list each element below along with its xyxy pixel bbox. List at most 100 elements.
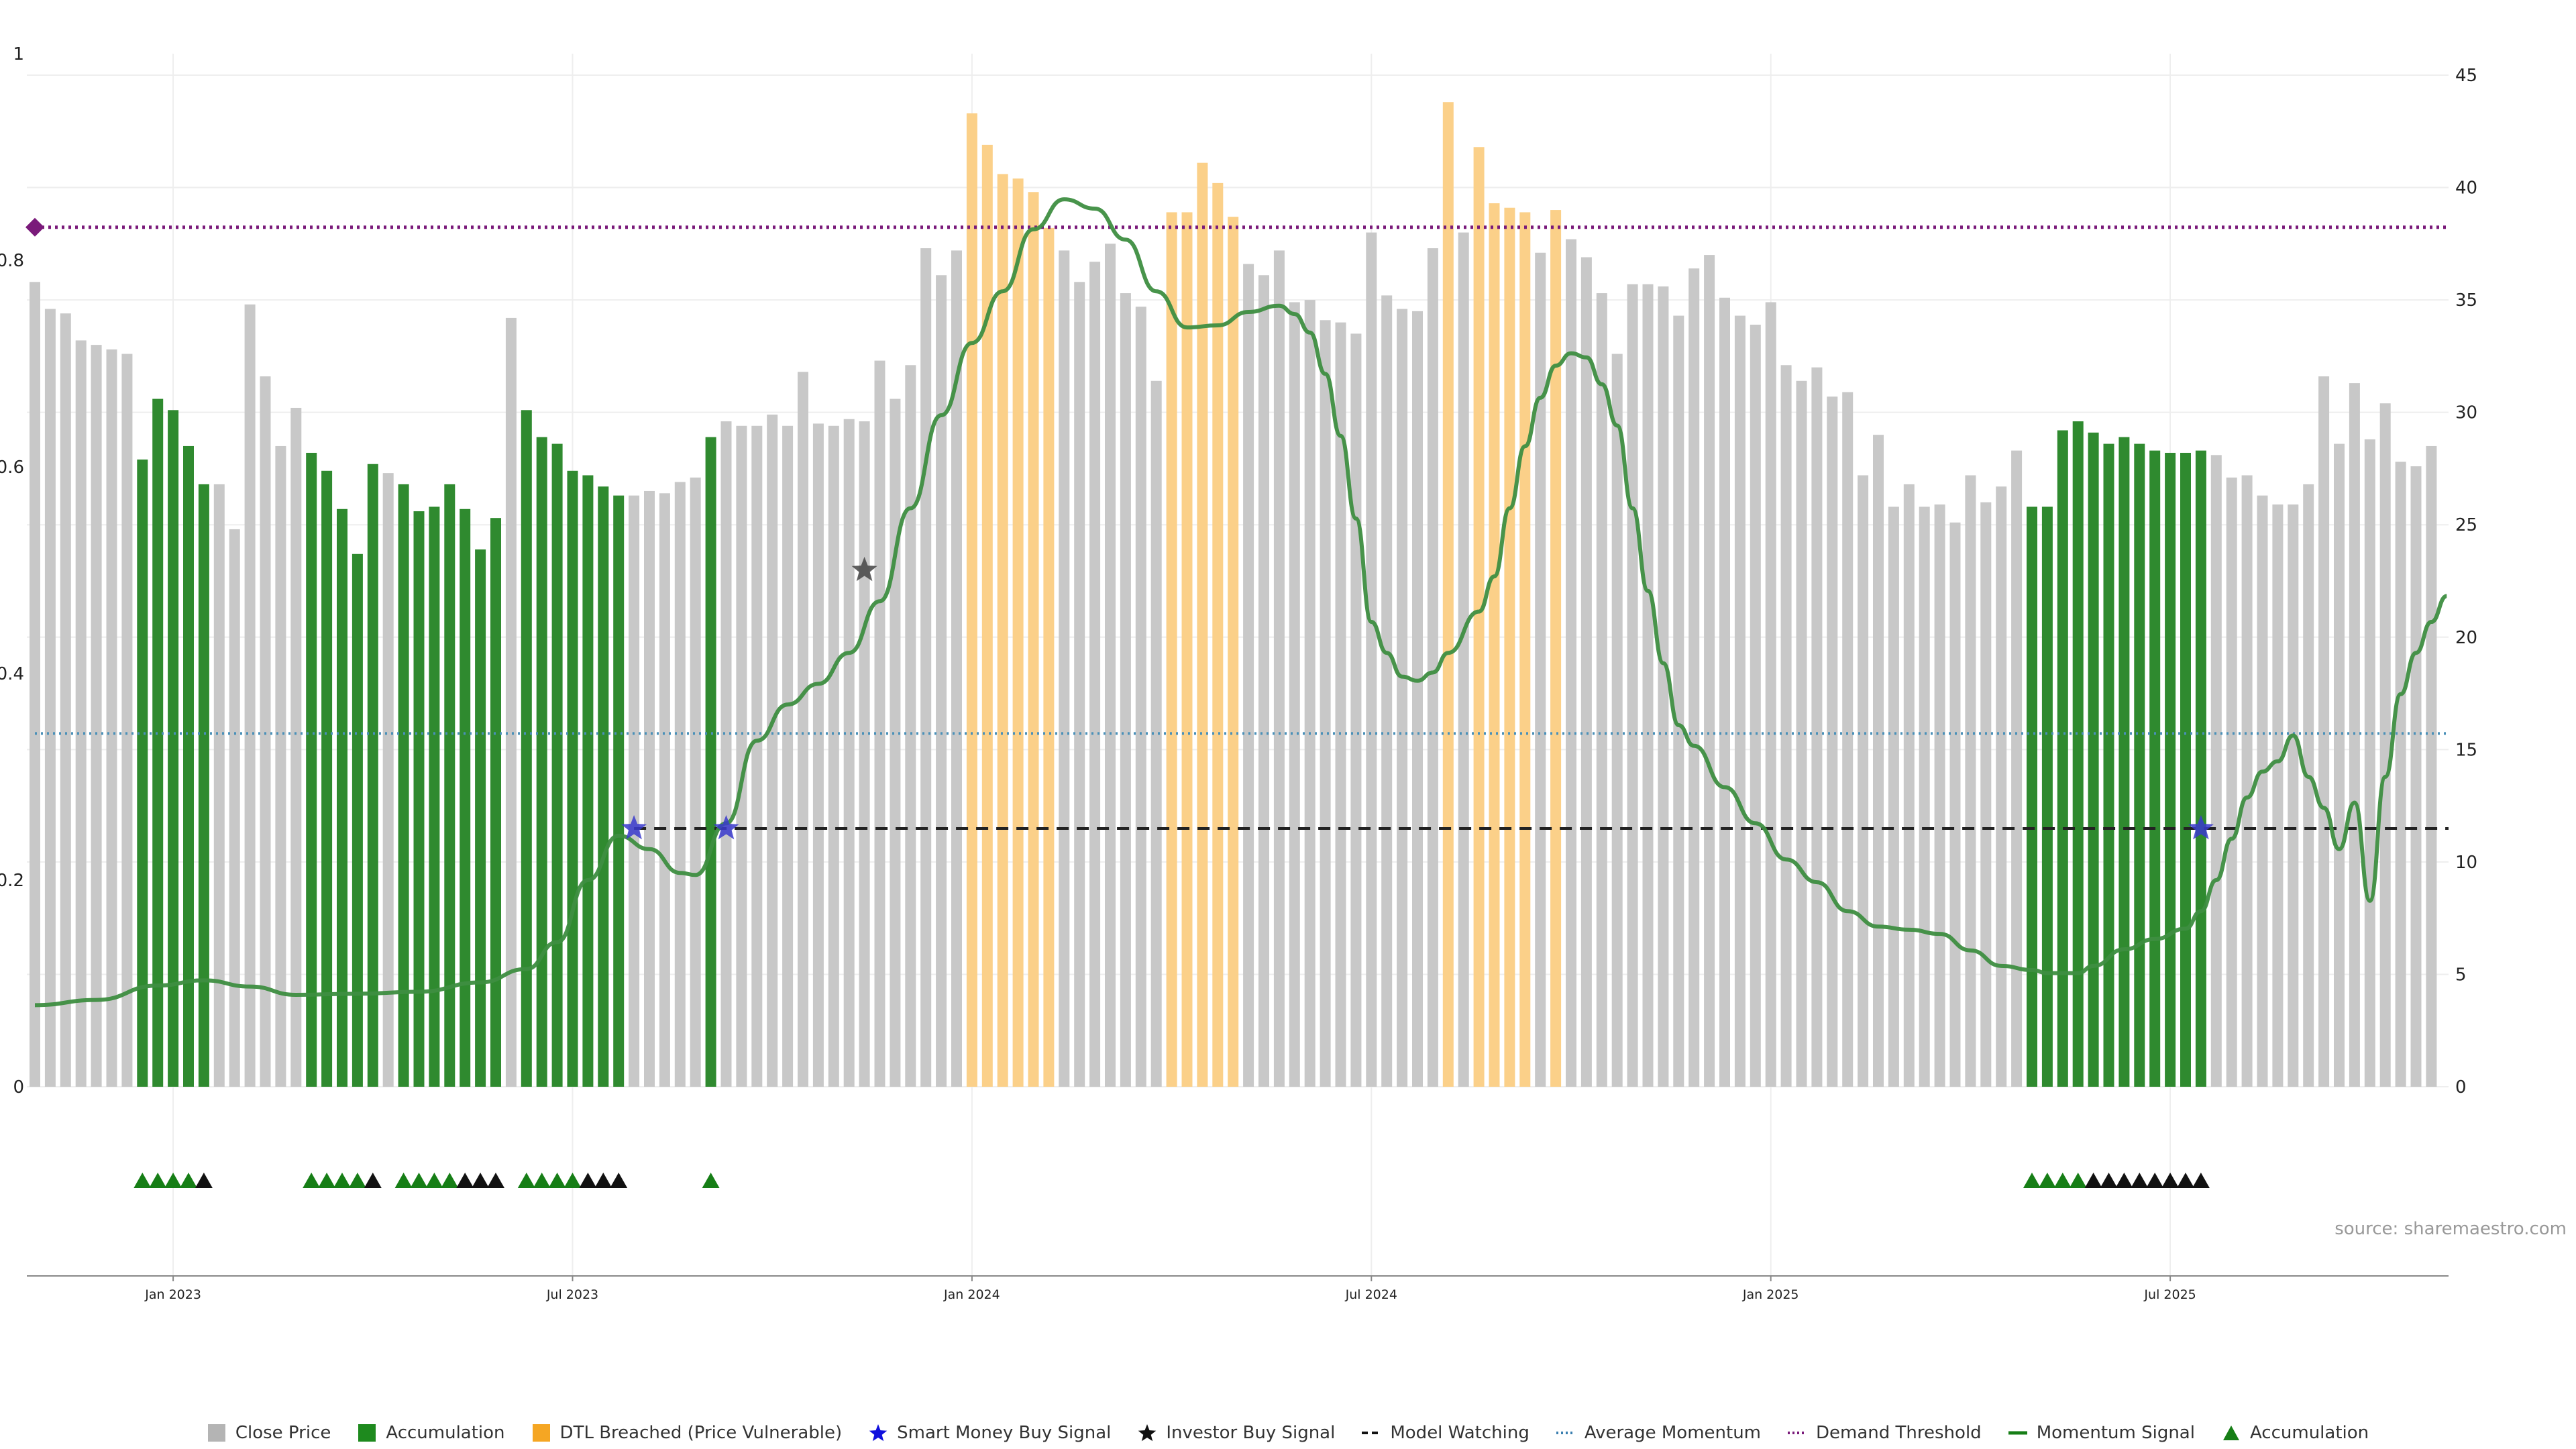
bar-close (106, 349, 117, 1087)
left-tick-label: 0.8 (0, 251, 24, 271)
bar-close (1996, 486, 2007, 1087)
bar-accumulation (2072, 421, 2084, 1087)
accumulation-marker (610, 1173, 628, 1188)
right-tick-label: 20 (2455, 628, 2477, 648)
bar-dtl (1228, 217, 1239, 1087)
accumulation-marker (195, 1173, 213, 1188)
bar-dtl (1519, 212, 1531, 1087)
bar-close (260, 376, 271, 1087)
legend-item: Average Momentum (1556, 1424, 1761, 1442)
bar-close (674, 482, 686, 1087)
legend-square-icon (207, 1424, 225, 1442)
bar-close (1412, 311, 1423, 1087)
bar-close (1673, 315, 1684, 1087)
bar-close (1089, 262, 1101, 1087)
bar-accumulation (444, 484, 455, 1087)
bar-close (244, 304, 256, 1087)
right-tick-label: 25 (2455, 515, 2477, 535)
bar-close (2257, 495, 2268, 1087)
bar-close (736, 425, 747, 1087)
bar-dtl (1442, 102, 1454, 1087)
bar-close (2379, 403, 2391, 1087)
legend-label: Accumulation (2249, 1423, 2369, 1443)
source-label: source: sharemaestro.com (2334, 1219, 2567, 1239)
bar-dtl (966, 113, 977, 1087)
bar-close (1980, 502, 1992, 1087)
x-tick-label: Jul 2023 (546, 1287, 598, 1302)
legend-item: Demand Threshold (1788, 1424, 1982, 1442)
bar-accumulation (367, 464, 378, 1087)
legend-label: Accumulation (386, 1423, 505, 1443)
bar-dtl (1012, 178, 1024, 1087)
legend-dash-icon (1362, 1432, 1381, 1434)
price-bars (30, 102, 2437, 1087)
bar-close (75, 340, 87, 1087)
x-tick-label: Jul 2025 (2143, 1287, 2196, 1302)
accumulation-marker (2100, 1173, 2118, 1188)
bar-accumulation (321, 470, 333, 1087)
bar-close (1611, 354, 1623, 1087)
bar-close (290, 407, 302, 1087)
bar-close (1381, 295, 1393, 1087)
bar-accumulation (198, 484, 209, 1087)
bar-accumulation (2103, 443, 2114, 1087)
bar-dtl (1043, 227, 1055, 1087)
bar-close (751, 425, 763, 1087)
legend-label: Smart Money Buy Signal (897, 1423, 1112, 1443)
accumulation-marker (579, 1173, 597, 1188)
signal-markers (133, 557, 2214, 1188)
legend-label: DTL Breached (Price Vulnerable) (559, 1423, 843, 1443)
bar-dtl (1473, 147, 1485, 1087)
bar-dtl (1489, 203, 1500, 1087)
bar-close (1858, 475, 1869, 1087)
bar-accumulation (2149, 450, 2161, 1087)
accumulation-marker (2069, 1173, 2087, 1188)
bar-accumulation (398, 484, 409, 1087)
accumulation-marker (456, 1173, 474, 1188)
bar-close (2426, 445, 2437, 1087)
accumulation-marker (2084, 1173, 2102, 1188)
bar-close (936, 275, 947, 1087)
left-tick-label: 0 (13, 1077, 24, 1097)
bar-close (859, 421, 870, 1087)
bar-accumulation (2088, 432, 2099, 1087)
bar-close (2210, 455, 2222, 1087)
bar-accumulation (337, 508, 347, 1087)
bar-accumulation (168, 410, 179, 1087)
bar-accumulation (2180, 452, 2191, 1087)
bar-dtl (1550, 210, 1562, 1087)
bar-close (767, 415, 778, 1087)
bar-accumulation (460, 508, 471, 1087)
legend-dot-icon (1556, 1432, 1575, 1434)
bar-dtl (981, 144, 993, 1087)
bar-accumulation (490, 518, 501, 1087)
accumulation-marker (425, 1173, 443, 1188)
bar-close (812, 423, 824, 1087)
bar-accumulation (598, 486, 609, 1087)
bar-dtl (1504, 207, 1515, 1087)
accumulation-marker (548, 1173, 566, 1188)
legend-item: Close Price (207, 1424, 331, 1442)
axes: Jan 2023 Jul 2023 Jan 2024 Jul 2024 Jan 2025… (0, 44, 2477, 1302)
bar-close (44, 309, 56, 1087)
bar-close (229, 529, 240, 1087)
accumulation-marker (348, 1173, 366, 1188)
accumulation-marker (318, 1173, 336, 1188)
bar-close (1350, 333, 1362, 1087)
legend-triangle-icon (2222, 1426, 2239, 1440)
bar-close (782, 425, 794, 1087)
bar-dtl (997, 174, 1008, 1087)
bar-close (1627, 284, 1638, 1087)
bar-close (2011, 450, 2023, 1087)
bar-accumulation (582, 475, 594, 1087)
bar-close (1135, 307, 1146, 1087)
bar-close (1765, 302, 1776, 1087)
bar-close (1719, 297, 1730, 1087)
bar-close (720, 421, 732, 1087)
bar-close (890, 398, 901, 1087)
accumulation-marker (702, 1173, 720, 1188)
bar-dtl (1181, 212, 1193, 1087)
accumulation-marker (394, 1173, 413, 1188)
legend: Close Price Accumulation DTL Breached (Pri… (0, 1417, 2576, 1449)
left-tick-label: 0.6 (0, 458, 24, 478)
